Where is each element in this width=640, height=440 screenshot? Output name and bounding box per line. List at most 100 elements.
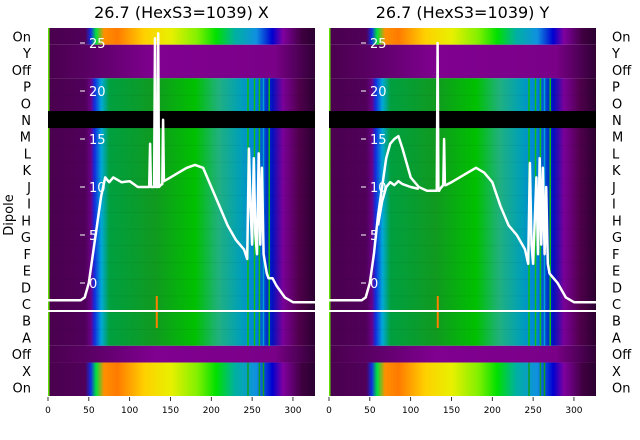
row-label: Off bbox=[612, 64, 632, 79]
heatmap-row-edge bbox=[329, 262, 596, 263]
masked-row bbox=[48, 111, 315, 128]
row-label: I bbox=[612, 198, 616, 213]
heatmap-row-edge bbox=[48, 94, 315, 96]
heatmap-row-edge bbox=[329, 145, 596, 146]
row-label: L bbox=[24, 147, 32, 162]
row-label: B bbox=[22, 315, 31, 330]
heatmap-band bbox=[329, 362, 596, 396]
heatmap-row-edge bbox=[48, 178, 315, 180]
row-label: D bbox=[612, 281, 622, 296]
heatmap-row-edge bbox=[329, 178, 596, 180]
row-label: A bbox=[612, 331, 621, 346]
row-label: O bbox=[612, 97, 622, 112]
heatmap-row-edge bbox=[329, 245, 596, 247]
heatmap-streak bbox=[528, 362, 530, 396]
row-label: K bbox=[22, 164, 31, 179]
heatmap-row-edge bbox=[329, 94, 596, 96]
heatmap-band bbox=[48, 44, 315, 79]
heatmap-band bbox=[48, 362, 315, 396]
series-line-trace bbox=[48, 32, 315, 304]
y-tick-label: 20 bbox=[370, 85, 387, 100]
heatmap-row-edge bbox=[48, 262, 315, 263]
series-line-trace bbox=[329, 41, 596, 304]
y-tick-label: 25 bbox=[370, 37, 387, 52]
row-label: A bbox=[22, 331, 31, 346]
x-tick-label: 200 bbox=[203, 406, 220, 416]
heatmap-row-edge bbox=[48, 312, 315, 313]
heatmap-edge bbox=[48, 28, 50, 396]
row-label: Off bbox=[12, 64, 32, 79]
heatmap-row-edge bbox=[329, 295, 596, 297]
y-tick-label: 25 bbox=[89, 37, 106, 52]
x-tick-label: 0 bbox=[326, 406, 332, 416]
heatmap-row-edge bbox=[48, 228, 315, 230]
heatmap-band bbox=[48, 345, 315, 363]
y-tick-label: 15 bbox=[370, 133, 387, 148]
row-label: Off bbox=[12, 348, 32, 363]
heatmap-row-edge bbox=[329, 195, 596, 196]
x-tick-label: 0 bbox=[45, 406, 51, 416]
x-tick-label: 50 bbox=[364, 406, 376, 416]
heatmap-streak bbox=[258, 362, 261, 396]
heatmap-row-edge bbox=[329, 78, 596, 79]
row-label: P bbox=[612, 81, 620, 96]
row-label: H bbox=[612, 214, 622, 229]
heatmap-streak bbox=[268, 78, 270, 346]
y-tick-label: 5 bbox=[370, 229, 378, 244]
row-label: N bbox=[612, 114, 622, 129]
row-label: M bbox=[20, 131, 31, 146]
row-label: F bbox=[612, 248, 619, 263]
heatmap-row-edge bbox=[48, 212, 315, 213]
heatmap-band bbox=[329, 44, 596, 79]
panel-title: 26.7 (HexS3=1039) X bbox=[94, 3, 269, 22]
row-label: Y bbox=[611, 47, 620, 62]
row-label: M bbox=[612, 131, 623, 146]
heatmap-row-edge bbox=[329, 128, 596, 129]
row-label: On bbox=[612, 382, 630, 397]
heatmap-row-edge bbox=[329, 228, 596, 230]
x-tick-label: 200 bbox=[484, 406, 501, 416]
row-label: E bbox=[612, 265, 620, 280]
heatmap-row-edge bbox=[48, 161, 315, 163]
heatmap-row-edge bbox=[329, 212, 596, 213]
row-label: J bbox=[26, 181, 31, 196]
row-label: O bbox=[21, 97, 31, 112]
heatmap-row-edge bbox=[48, 278, 315, 280]
heatmap-row-edge bbox=[48, 329, 315, 330]
row-label: N bbox=[21, 114, 31, 129]
row-label: P bbox=[23, 81, 31, 96]
row-label: On bbox=[13, 382, 31, 397]
row-label: L bbox=[612, 147, 620, 162]
row-label: H bbox=[21, 214, 31, 229]
row-label: X bbox=[612, 365, 621, 380]
x-tick-label: 100 bbox=[402, 406, 419, 416]
x-tick-label: 300 bbox=[565, 406, 582, 416]
x-tick-label: 150 bbox=[443, 406, 460, 416]
heatmap-row-edge bbox=[48, 195, 315, 196]
row-label: On bbox=[612, 30, 630, 45]
row-label: K bbox=[612, 164, 621, 179]
row-label: C bbox=[612, 298, 621, 313]
y-tick-label: 0 bbox=[370, 277, 378, 292]
row-label: G bbox=[612, 231, 622, 246]
heatmap-row-edge bbox=[329, 161, 596, 163]
y-tick-label: 0 bbox=[89, 277, 97, 292]
heatmap-band bbox=[329, 28, 596, 45]
heatmap-row-edge bbox=[48, 145, 315, 146]
heatmap-streak bbox=[543, 362, 546, 396]
row-label: J bbox=[611, 181, 616, 196]
masked-row bbox=[329, 111, 596, 128]
series-line-trace-2 bbox=[376, 179, 420, 226]
heatmap-streak bbox=[549, 78, 551, 346]
y-tick-label: 15 bbox=[89, 133, 106, 148]
heatmap-row-edge bbox=[48, 295, 315, 297]
row-label: B bbox=[612, 315, 621, 330]
heatmap-row-edge bbox=[329, 329, 596, 330]
heatmap-edge bbox=[329, 28, 331, 396]
x-tick-label: 250 bbox=[525, 406, 542, 416]
row-label: G bbox=[21, 231, 31, 246]
